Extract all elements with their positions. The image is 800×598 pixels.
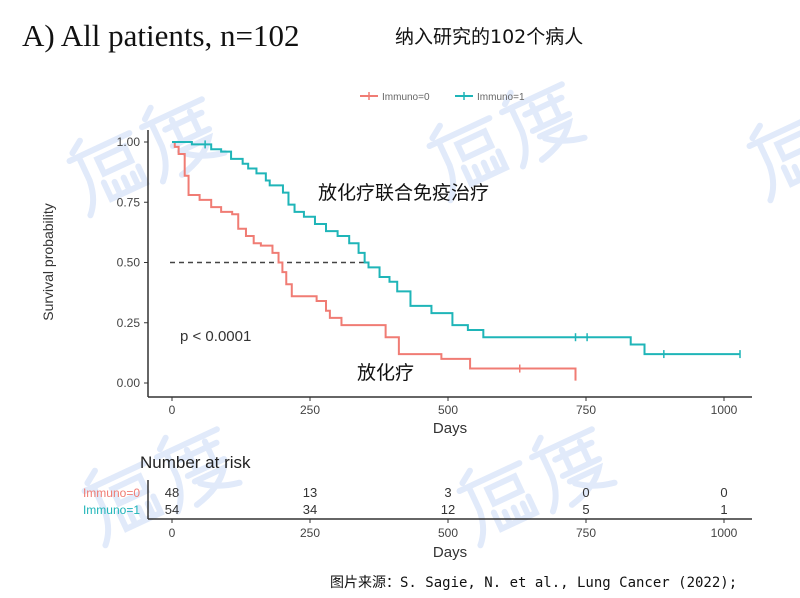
y-tick-label: 0.50 bbox=[117, 256, 141, 270]
risk-value: 13 bbox=[303, 485, 317, 500]
risk-value: 0 bbox=[582, 485, 589, 500]
risk-value: 54 bbox=[165, 502, 179, 517]
x-tick-label: 1000 bbox=[711, 403, 738, 417]
figure-subtitle: 纳入研究的102个病人 bbox=[395, 26, 584, 48]
risk-value: 12 bbox=[441, 502, 455, 517]
risk-value: 0 bbox=[720, 485, 727, 500]
survival-curve-immuno-1 bbox=[172, 141, 741, 356]
risk-x-tick-label: 750 bbox=[576, 526, 596, 540]
x-tick-label: 500 bbox=[438, 403, 458, 417]
y-tick-label: 1.00 bbox=[117, 135, 141, 149]
source-caption: 图片来源：S. Sagie, N. et al., Lung Cancer (2… bbox=[330, 575, 738, 591]
annotation-immuno0: 放化疗 bbox=[357, 362, 414, 384]
risk-x-tick-label: 250 bbox=[300, 526, 320, 540]
risk-x-axis-label: Days bbox=[433, 544, 467, 561]
y-tick-label: 0.25 bbox=[117, 316, 141, 330]
watermark bbox=[81, 426, 243, 549]
risk-row-label: Immuno=0 bbox=[83, 486, 140, 500]
risk-x-tick-label: 500 bbox=[438, 526, 458, 540]
risk-value: 3 bbox=[444, 485, 451, 500]
risk-row-label: Immuno=1 bbox=[83, 503, 140, 517]
risk-x-tick-label: 0 bbox=[169, 526, 176, 540]
survival-curve-immuno-0 bbox=[172, 141, 577, 381]
risk-table-title: Number at risk bbox=[140, 453, 251, 472]
y-axis-label: Survival probability bbox=[40, 203, 56, 321]
watermark bbox=[746, 81, 800, 204]
x-tick-label: 250 bbox=[300, 403, 320, 417]
y-tick-label: 0.75 bbox=[117, 195, 141, 209]
risk-value: 34 bbox=[303, 502, 317, 517]
watermark bbox=[426, 81, 588, 204]
risk-x-tick-label: 1000 bbox=[711, 526, 738, 540]
risk-value: 48 bbox=[165, 485, 179, 500]
x-tick-label: 0 bbox=[169, 403, 176, 417]
legend-label: Immuno=0 bbox=[382, 92, 430, 103]
risk-value: 5 bbox=[582, 502, 589, 517]
risk-value: 1 bbox=[720, 502, 727, 517]
annotation-immuno1: 放化疗联合免疫治疗 bbox=[318, 182, 489, 204]
legend-label: Immuno=1 bbox=[477, 92, 525, 103]
x-axis-label: Days bbox=[433, 420, 467, 437]
p-value: p < 0.0001 bbox=[180, 328, 251, 345]
watermark bbox=[456, 426, 618, 549]
figure-title: A) All patients, n=102 bbox=[22, 18, 300, 53]
x-tick-label: 750 bbox=[576, 403, 596, 417]
y-tick-label: 0.00 bbox=[117, 376, 141, 390]
watermark bbox=[66, 96, 228, 219]
